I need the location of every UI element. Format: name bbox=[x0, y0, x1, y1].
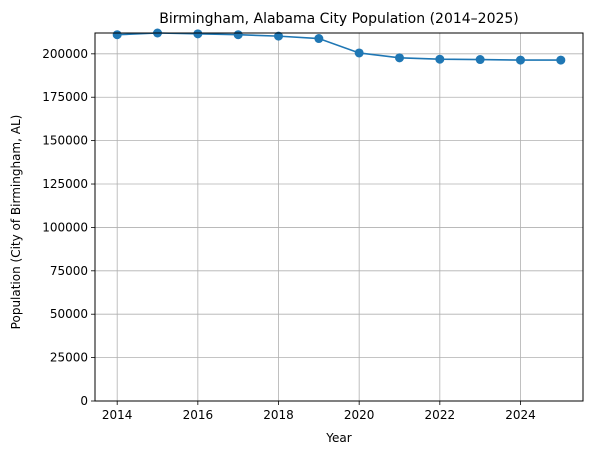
x-tick-label: 2014 bbox=[102, 408, 133, 422]
y-tick-label: 125000 bbox=[42, 177, 88, 191]
y-tick-label: 75000 bbox=[50, 264, 88, 278]
data-point bbox=[515, 55, 525, 65]
plot-frame bbox=[94, 32, 584, 402]
data-point bbox=[274, 31, 284, 41]
data-point bbox=[314, 34, 324, 44]
x-axis-ticks: 2014 2016 2018 2020 2022 2024 bbox=[102, 401, 536, 422]
series-layer bbox=[112, 28, 566, 65]
grid-lines bbox=[95, 33, 583, 402]
y-tick-label: 100000 bbox=[42, 220, 88, 234]
x-tick-label: 2022 bbox=[425, 408, 456, 422]
y-tick-label: 175000 bbox=[42, 90, 88, 104]
x-axis-label: Year bbox=[325, 431, 351, 445]
y-tick-label: 150000 bbox=[42, 134, 88, 148]
data-point bbox=[193, 29, 203, 39]
data-point bbox=[475, 55, 485, 65]
series-line bbox=[117, 32, 561, 61]
y-axis-ticks: 0 25000 50000 75000 100000 125000 150000 175000… bbox=[42, 47, 95, 408]
y-tick-label: 200000 bbox=[42, 47, 88, 61]
y-tick-label: 25000 bbox=[50, 351, 88, 365]
y-tick-label: 50000 bbox=[50, 307, 88, 321]
data-point bbox=[435, 54, 445, 64]
x-tick-label: 2016 bbox=[183, 408, 214, 422]
x-tick-label: 2024 bbox=[505, 408, 536, 422]
data-point bbox=[112, 30, 122, 40]
data-point bbox=[233, 30, 243, 40]
y-axis-label: Population (City of Birmingham, AL) bbox=[9, 115, 23, 330]
x-tick-label: 2018 bbox=[263, 408, 294, 422]
data-point bbox=[354, 48, 364, 58]
x-tick-label: 2020 bbox=[344, 408, 375, 422]
data-point bbox=[556, 55, 566, 65]
chart-title: Birmingham, Alabama City Population (201… bbox=[159, 11, 519, 27]
y-tick-label: 0 bbox=[80, 394, 88, 408]
data-point bbox=[394, 53, 404, 63]
